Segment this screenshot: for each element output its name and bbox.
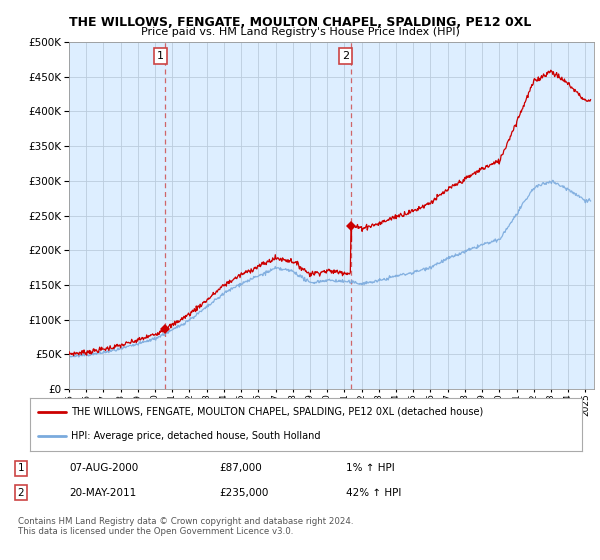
Text: £235,000: £235,000 [220,488,269,498]
Text: Contains HM Land Registry data © Crown copyright and database right 2024.
This d: Contains HM Land Registry data © Crown c… [18,517,353,536]
Text: THE WILLOWS, FENGATE, MOULTON CHAPEL, SPALDING, PE12 0XL: THE WILLOWS, FENGATE, MOULTON CHAPEL, SP… [69,16,531,29]
Text: THE WILLOWS, FENGATE, MOULTON CHAPEL, SPALDING, PE12 0XL (detached house): THE WILLOWS, FENGATE, MOULTON CHAPEL, SP… [71,407,484,417]
Text: Price paid vs. HM Land Registry's House Price Index (HPI): Price paid vs. HM Land Registry's House … [140,27,460,37]
Text: 1: 1 [157,51,164,61]
Text: 07-AUG-2000: 07-AUG-2000 [70,463,139,473]
Text: 20-MAY-2011: 20-MAY-2011 [70,488,137,498]
Text: 2: 2 [17,488,24,498]
Text: £87,000: £87,000 [220,463,262,473]
Text: 42% ↑ HPI: 42% ↑ HPI [346,488,401,498]
Text: 2: 2 [342,51,349,61]
Text: 1: 1 [17,463,24,473]
Text: HPI: Average price, detached house, South Holland: HPI: Average price, detached house, Sout… [71,431,321,441]
Text: 1% ↑ HPI: 1% ↑ HPI [346,463,395,473]
